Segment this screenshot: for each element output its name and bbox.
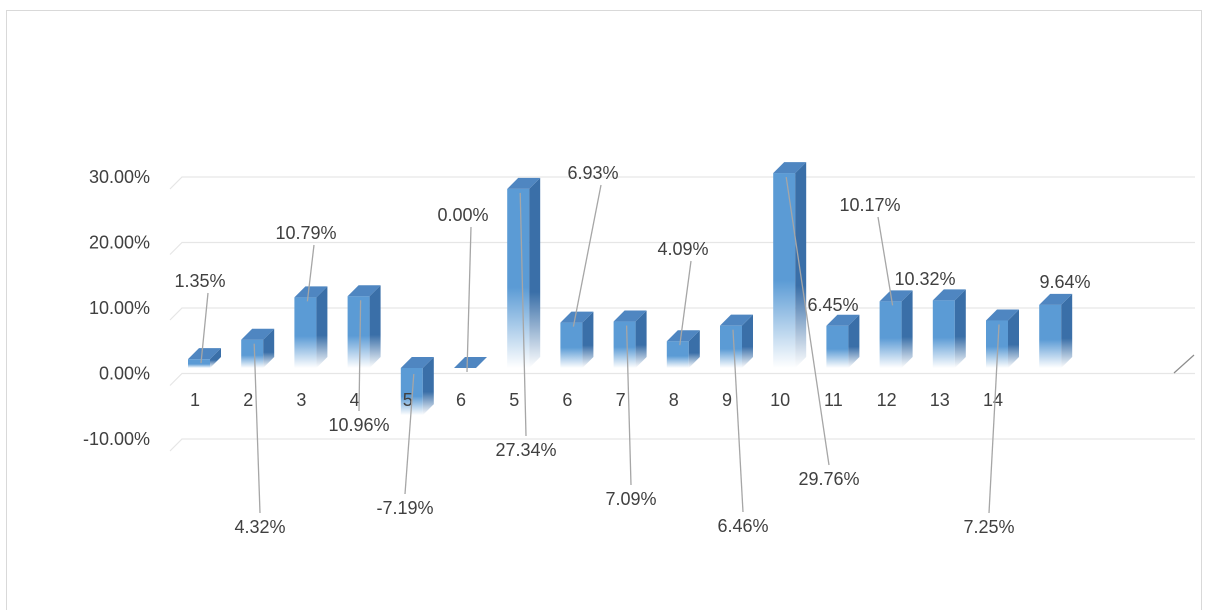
gridline <box>169 438 1195 452</box>
gridline <box>169 372 1195 386</box>
bar <box>560 311 594 368</box>
data-label: 7.09% <box>605 489 656 509</box>
data-label: 0.00% <box>437 205 488 225</box>
leader-line <box>988 324 1000 514</box>
leader-line <box>625 325 632 486</box>
bar <box>720 314 753 368</box>
data-label: 6.93% <box>567 163 618 183</box>
bars <box>188 162 1073 416</box>
bar <box>347 285 381 368</box>
x-tick-label: 12 <box>877 390 897 410</box>
x-tick-label: 3 <box>296 390 306 410</box>
x-tick-label: 6 <box>562 390 572 410</box>
x-axis-ticks: 1 2 3 4 5 6 5 6 7 8 9 10 11 12 13 14 <box>190 390 1003 410</box>
x-tick-label: 9 <box>722 390 732 410</box>
x-tick-label: 6 <box>456 390 466 410</box>
x-tick-label: 1 <box>190 390 200 410</box>
leader-line <box>253 343 261 514</box>
x-tick-label: 7 <box>616 390 626 410</box>
x-tick-label: 10 <box>770 390 790 410</box>
leader-line <box>679 260 692 346</box>
data-labels: 1.35% 4.32% 10.79% 10.96% -7.19% 0.00% 27.34% 6… <box>174 163 1090 537</box>
leader-line <box>785 176 830 466</box>
bar <box>294 286 328 368</box>
gridline <box>169 241 1195 255</box>
y-axis-ticks: 30.00% 20.00% 10.00% 0.00% -10.00% <box>83 167 150 449</box>
bar <box>1039 293 1073 368</box>
data-label: 10.79% <box>275 223 336 243</box>
bar <box>454 357 487 368</box>
leader-line <box>466 226 472 373</box>
data-label: 9.64% <box>1039 272 1090 292</box>
data-label: 6.45% <box>807 295 858 315</box>
x-tick-label: 5 <box>403 390 413 410</box>
bar <box>986 309 1019 368</box>
leader-line <box>358 300 362 412</box>
data-label: 4.09% <box>657 239 708 259</box>
gridlines <box>169 176 1195 452</box>
x-tick-label: 13 <box>930 390 950 410</box>
leader-line <box>519 192 527 437</box>
data-label: 10.96% <box>328 415 389 435</box>
bar <box>879 290 913 368</box>
bar <box>773 162 807 368</box>
bar <box>400 357 434 416</box>
x-tick-label: 4 <box>350 390 360 410</box>
x-tick-label: 8 <box>669 390 679 410</box>
bar <box>666 330 700 368</box>
data-label: 10.32% <box>894 269 955 289</box>
leader-line <box>200 292 209 364</box>
data-label: 4.32% <box>234 517 285 537</box>
bar <box>613 310 647 368</box>
floor-edge <box>1173 354 1195 374</box>
leader-line <box>404 373 415 495</box>
data-label: 1.35% <box>174 271 225 291</box>
data-label: 27.34% <box>495 440 556 460</box>
x-tick-label: 14 <box>983 390 1003 410</box>
data-label: 10.17% <box>839 195 900 215</box>
leader-line <box>572 184 602 327</box>
y-tick-label: 20.00% <box>89 233 150 253</box>
data-label: 6.46% <box>717 516 768 536</box>
bar <box>188 348 221 368</box>
gridline <box>169 176 1195 190</box>
leader-line <box>306 244 315 302</box>
x-tick-label: 11 <box>824 390 843 410</box>
gridline <box>169 307 1195 321</box>
y-tick-label: 0.00% <box>99 364 150 384</box>
bar <box>241 328 275 368</box>
data-label: -7.19% <box>376 498 433 518</box>
y-tick-label: 30.00% <box>89 167 150 187</box>
data-label: 7.25% <box>963 517 1014 537</box>
leader-line <box>732 329 744 513</box>
leader-line <box>877 216 894 306</box>
bar <box>932 289 966 368</box>
x-tick-label: 2 <box>243 390 253 410</box>
y-tick-label: 10.00% <box>89 298 150 318</box>
bar <box>826 314 860 368</box>
x-tick-label: 5 <box>509 390 519 410</box>
data-label: 29.76% <box>798 469 859 489</box>
y-tick-label: -10.00% <box>83 429 150 449</box>
